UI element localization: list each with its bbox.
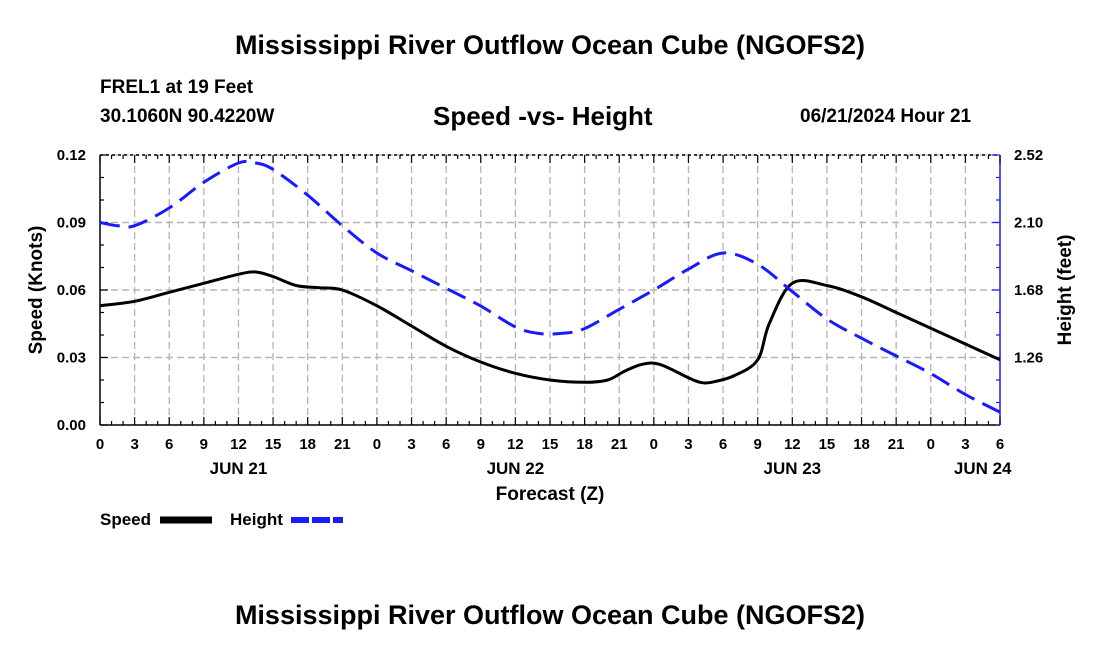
date-label: JUN 24 (954, 459, 1012, 478)
axis-labels: 0 3 6 9 12 15 18 21 0 3 6 9 12 15 18 21 0 3 6 9 12 15 18 21 0 3 6 J… (26, 147, 1076, 505)
x-tick-label: 6 (719, 436, 727, 453)
x-tick-label: 3 (961, 436, 969, 453)
x-tick-label: 6 (996, 436, 1004, 453)
y2-tick-label: 1.26 (1014, 350, 1043, 367)
x-tick-label: 12 (507, 436, 524, 453)
x-tick-label: 9 (477, 436, 485, 453)
x-tick-label: 12 (230, 436, 247, 453)
x-tick-label: 3 (407, 436, 415, 453)
y-axis-title: Speed (Knots) (26, 226, 47, 355)
x-tick-label: 15 (542, 436, 559, 453)
y2-tick-label: 2.10 (1014, 215, 1043, 232)
station-coordinates: 30.1060N 90.4220W (100, 106, 275, 127)
y-tick-label: 0.00 (57, 417, 86, 434)
date-label: JUN 22 (487, 459, 545, 478)
x-tick-label: 15 (819, 436, 836, 453)
x-tick-label: 15 (265, 436, 282, 453)
x-tick-label: 21 (888, 436, 905, 453)
y2-axis-title: Height (feet) (1055, 235, 1076, 346)
x-tick-label: 18 (576, 436, 593, 453)
forecast-datetime: 06/21/2024 Hour 21 (800, 106, 972, 127)
station-label: FREL1 at 19 Feet (100, 77, 254, 98)
x-tick-label: 6 (442, 436, 450, 453)
series-line-height (99, 159, 1001, 414)
bottom-title: Mississippi River Outflow Ocean Cube (NG… (234, 600, 866, 630)
x-tick-label: 0 (650, 436, 658, 453)
x-tick-label: 18 (299, 436, 316, 453)
x-tick-label: 9 (200, 436, 208, 453)
chart-axes (99, 154, 1001, 426)
x-tick-label: 21 (334, 436, 351, 453)
series-line-speed (99, 270, 1001, 385)
y-tick-label: 0.09 (57, 215, 86, 232)
x-tick-label: 3 (684, 436, 692, 453)
y-tick-label: 0.06 (57, 282, 86, 299)
x-axis-title: Forecast (Z) (496, 484, 605, 505)
main-title: Mississippi River Outflow Ocean Cube (NG… (234, 30, 866, 60)
x-tick-label: 21 (611, 436, 628, 453)
x-tick-label: 0 (927, 436, 935, 453)
x-tick-label: 0 (96, 436, 104, 453)
x-tick-label: 9 (754, 436, 762, 453)
chart-title: Speed -vs- Height (433, 101, 653, 131)
x-tick-label: 0 (373, 436, 381, 453)
legend-height-label: Height (230, 510, 283, 529)
data-series (99, 159, 1001, 414)
y2-tick-label: 2.52 (1014, 147, 1043, 164)
y-tick-label: 0.12 (57, 147, 86, 164)
x-tick-label: 3 (130, 436, 138, 453)
legend-speed-label: Speed (100, 510, 152, 529)
grid-lines (100, 154, 1000, 425)
y-tick-label: 0.03 (57, 350, 86, 367)
x-tick-label: 12 (784, 436, 801, 453)
y2-tick-label: 1.68 (1014, 282, 1043, 299)
x-tick-label: 18 (853, 436, 870, 453)
date-label: JUN 21 (210, 459, 268, 478)
date-label: JUN 23 (763, 459, 821, 478)
x-tick-label: 6 (165, 436, 173, 453)
